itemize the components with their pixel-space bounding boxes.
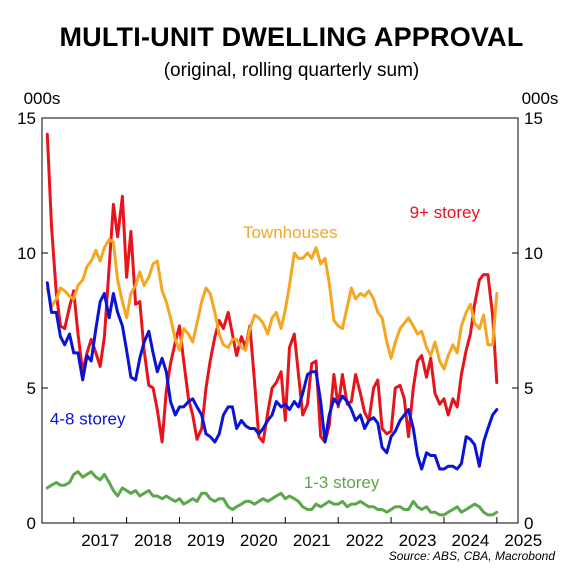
x-tick-label: 2021 xyxy=(293,531,331,550)
plot-frame xyxy=(41,117,519,524)
series-label-9-storey: 9+ storey xyxy=(410,203,481,222)
y-tick-label-left: 10 xyxy=(17,244,36,263)
x-tick-label: 2017 xyxy=(81,531,119,550)
x-tick-label: 2018 xyxy=(134,531,172,550)
x-tick-label: 2023 xyxy=(399,531,437,550)
axes: 0 0 5 5 10 10 15 15 2017 2018 2019 2020 2021 2022 2023… xyxy=(17,109,543,550)
series-line-9-storey xyxy=(45,132,499,444)
x-tick-label: 2024 xyxy=(451,531,489,550)
series-label-4-8-storey: 4-8 storey xyxy=(50,409,126,428)
chart-subtitle: (original, rolling quarterly sum) xyxy=(163,60,420,81)
series-lines xyxy=(45,132,499,517)
x-tick-label: 2025 xyxy=(504,531,542,550)
source-note: Source: ABS, CBA, Macrobond xyxy=(389,549,556,563)
y-tick-label-right: 0 xyxy=(524,514,533,533)
x-tick-label: 2019 xyxy=(187,531,225,550)
x-tick-label: 2020 xyxy=(240,531,278,550)
series-label-townhouses: Townhouses xyxy=(243,223,338,242)
series-line-4-8-storey xyxy=(45,281,499,471)
y-tick-label-left: 0 xyxy=(27,514,36,533)
series-line-1-3-storey xyxy=(45,470,499,517)
y-tick-label-right: 15 xyxy=(524,109,543,128)
y-tick-label-left: 15 xyxy=(17,109,36,128)
y-tick-label-right: 5 xyxy=(524,379,533,398)
series-line-townhouses xyxy=(45,238,499,371)
chart-title: MULTI-UNIT DWELLING APPROVAL xyxy=(59,22,524,52)
series-labels: 9+ storey Townhouses 4-8 storey 1-3 storey xyxy=(50,203,481,492)
x-tick-label: 2022 xyxy=(346,531,384,550)
y-unit-right: 000s xyxy=(522,89,559,108)
y-tick-label-left: 5 xyxy=(27,379,36,398)
y-tick-label-right: 10 xyxy=(524,244,543,263)
y-unit-left: 000s xyxy=(24,89,61,108)
series-label-1-3-storey: 1-3 storey xyxy=(304,473,380,492)
